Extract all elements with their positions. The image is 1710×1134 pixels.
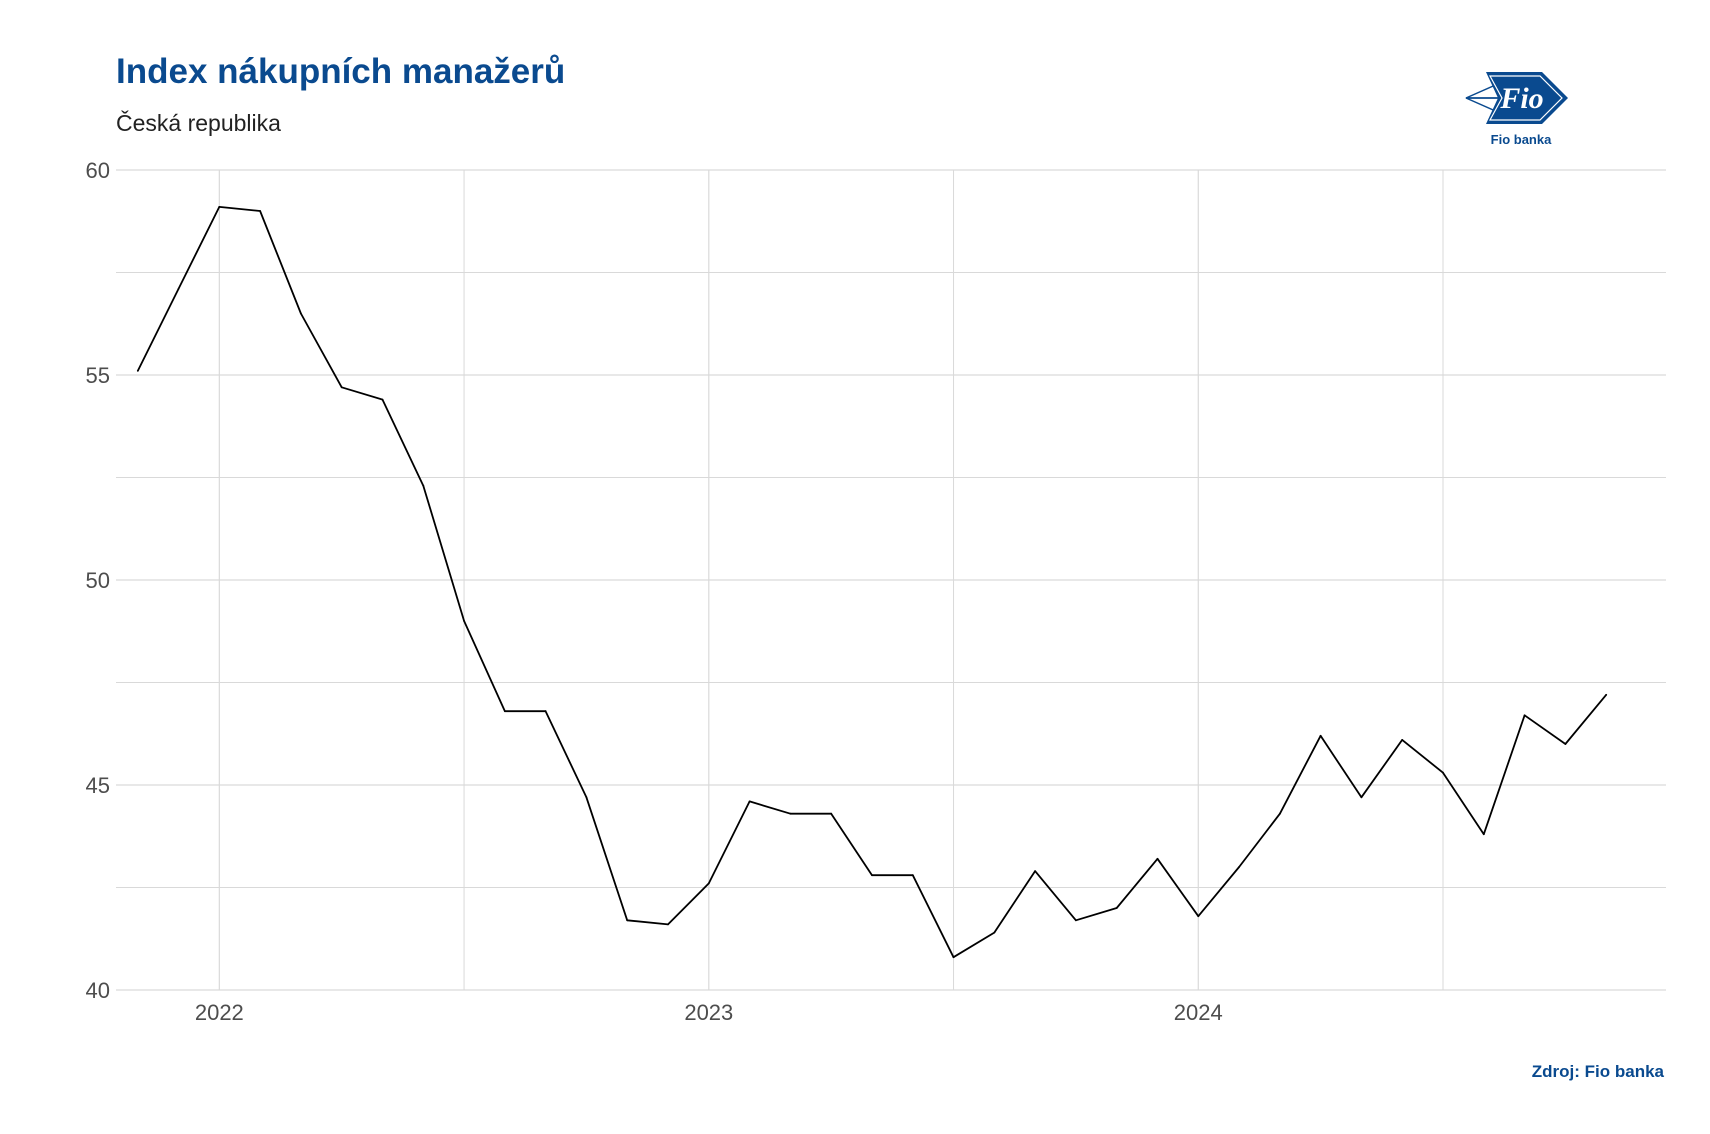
series-layer (136, 205, 1608, 959)
series-line (136, 205, 1607, 959)
y-tick-label: 45 (86, 773, 110, 798)
data-point (830, 812, 833, 815)
x-tick-label: 2024 (1174, 1000, 1223, 1025)
data-point (626, 919, 629, 922)
data-point (1360, 796, 1363, 799)
data-point (993, 931, 996, 934)
data-point (1075, 919, 1077, 922)
grid-major (116, 169, 1666, 991)
data-point (1156, 857, 1159, 860)
data-point (1034, 870, 1036, 872)
data-point (504, 710, 506, 713)
data-point (1605, 693, 1608, 696)
data-point (1115, 907, 1118, 909)
data-point (300, 312, 302, 315)
data-point (218, 206, 221, 208)
data-point (748, 800, 751, 803)
data-point (544, 710, 547, 713)
data-point (136, 370, 139, 372)
data-point (952, 956, 955, 959)
chart-subtitle: Česká republika (116, 110, 281, 136)
data-point (1564, 743, 1567, 745)
x-tick-label: 2022 (195, 1000, 244, 1025)
data-point (1401, 739, 1404, 741)
data-point (1238, 866, 1240, 868)
logo-name: Fio banka (1490, 132, 1552, 147)
data-point (1523, 714, 1526, 717)
x-axis: 2022 2023 2024 (195, 1000, 1223, 1025)
chart-title: Index nákupních manažerů (116, 52, 566, 91)
data-point (871, 874, 873, 877)
data-point (585, 796, 588, 799)
data-point (667, 923, 669, 926)
logo-mark: Fio (1499, 82, 1543, 115)
y-tick-label: 55 (86, 363, 110, 388)
fio-banka-logo: Fio (1465, 72, 1568, 124)
data-point (1482, 833, 1485, 836)
data-point (789, 812, 792, 815)
data-point (422, 484, 425, 487)
data-point (259, 210, 261, 212)
data-point (381, 398, 384, 401)
x-tick-label: 2023 (684, 1000, 733, 1025)
data-point (707, 882, 710, 885)
y-tick-label: 40 (86, 978, 110, 1003)
data-point (1279, 812, 1281, 815)
data-point (177, 288, 180, 290)
data-point (340, 386, 343, 389)
data-point (1442, 771, 1444, 774)
fio-flag-icon (1465, 72, 1568, 124)
y-axis: 40 45 50 55 60 (86, 158, 110, 1003)
y-tick-label: 50 (86, 568, 110, 593)
source-note: Zdroj: Fio banka (1531, 1062, 1664, 1081)
data-point (1197, 915, 1200, 918)
data-point (463, 620, 465, 622)
data-point (1319, 734, 1322, 737)
y-tick-label: 60 (86, 158, 110, 183)
data-point (911, 874, 914, 877)
